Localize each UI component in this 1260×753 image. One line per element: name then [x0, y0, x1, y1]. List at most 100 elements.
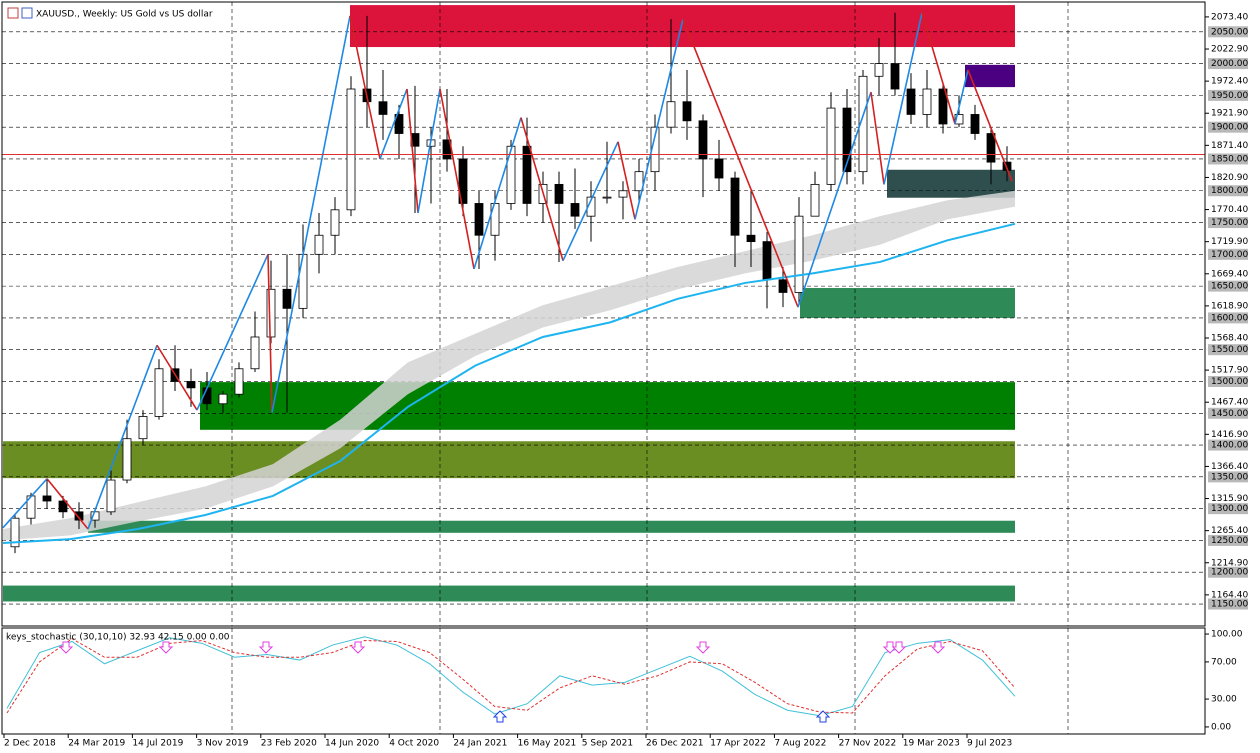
level-box	[1208, 534, 1248, 546]
y-tick-label: 1871.40	[1211, 141, 1248, 151]
y-tick-label: 1618.90	[1211, 301, 1248, 311]
candle-body	[794, 215, 804, 293]
signal-arrow	[891, 641, 907, 654]
y-tick-label: 2073.40	[1211, 12, 1248, 22]
level-label: 1350.00	[1211, 472, 1248, 482]
level-box	[1208, 375, 1248, 387]
zigzag-segment	[46, 478, 89, 530]
candle-body	[458, 158, 468, 204]
signal-arrow	[695, 641, 711, 654]
zone	[887, 169, 1015, 198]
y-tick-label: 1770.40	[1211, 205, 1248, 215]
candle-body	[602, 196, 612, 199]
x-tick-label: 3 Nov 2019	[197, 739, 249, 749]
zigzag-segment	[439, 88, 475, 270]
candle-body	[394, 114, 404, 134]
zone	[200, 382, 1015, 430]
y-tick-label: 1719.90	[1211, 237, 1248, 247]
candle-body	[938, 88, 948, 125]
level-box	[1208, 312, 1248, 324]
y-tick-label: 1921.90	[1211, 109, 1248, 119]
x-tick-label: 14 Jun 2020	[325, 739, 379, 749]
level-label: 1750.00	[1211, 218, 1248, 228]
candle-body	[922, 88, 932, 115]
candle-body	[234, 368, 244, 395]
y-tick-label: 1366.40	[1211, 462, 1248, 472]
x-tick-label: 14 Jul 2019	[132, 739, 183, 749]
candle-body	[250, 336, 260, 370]
zigzag-segment	[520, 117, 564, 261]
zigzag-segment	[883, 12, 923, 185]
x-tick-label: 16 May 2021	[518, 739, 577, 749]
zigzag-segment	[473, 117, 522, 270]
level-box	[1208, 439, 1248, 451]
level-box	[1208, 26, 1248, 38]
y-tick-label: 1265.40	[1211, 526, 1248, 536]
level-label: 2050.00	[1211, 27, 1248, 37]
y-tick-label: 1467.40	[1211, 398, 1248, 408]
candle-body	[970, 114, 980, 134]
level-box	[1208, 407, 1248, 419]
level-box	[1208, 248, 1248, 260]
zigzag-segment	[379, 88, 408, 160]
candle-body	[906, 88, 916, 115]
zone	[350, 5, 1015, 48]
zigzag-segment	[870, 92, 885, 185]
level-label: 1550.00	[1211, 345, 1248, 355]
level-label: 1300.00	[1211, 504, 1248, 514]
level-box	[1208, 153, 1248, 165]
zigzag-segment	[954, 69, 969, 125]
y-tick-label: 70.00	[1211, 657, 1237, 667]
signal-arrow	[930, 641, 946, 654]
y-tick-label: 1972.40	[1211, 77, 1248, 87]
level-label: 1900.00	[1211, 123, 1248, 133]
x-tick-label: 7 Aug 2022	[774, 739, 826, 749]
level-box	[1208, 58, 1248, 70]
y-tick-label: 1416.90	[1211, 430, 1248, 440]
candle-body	[506, 145, 516, 204]
zone	[3, 441, 1015, 479]
level-label: 1850.00	[1211, 154, 1248, 164]
level-label: 2000.00	[1211, 59, 1248, 69]
level-label: 1800.00	[1211, 186, 1248, 196]
candle-body	[954, 114, 964, 125]
candle-body	[666, 101, 676, 128]
y-tick-label: 30.00	[1211, 695, 1237, 705]
title-icons	[7, 7, 33, 19]
candle-body	[10, 517, 20, 548]
candle-body	[74, 511, 84, 521]
candle-body	[474, 203, 484, 236]
level-box	[1208, 89, 1248, 101]
y-tick-label: 0.00	[1211, 722, 1231, 732]
x-tick-label: 2 Dec 2018	[4, 739, 56, 749]
x-tick-label: 4 Oct 2020	[389, 739, 439, 749]
stochastic-line	[6, 638, 1016, 714]
y-tick-label: 1568.40	[1211, 333, 1248, 343]
level-box	[1208, 503, 1248, 515]
main-frame	[1, 1, 1206, 627]
level-label: 1500.00	[1211, 377, 1248, 387]
signal-arrow	[815, 710, 831, 723]
candle-body	[698, 120, 708, 160]
candle-body	[682, 101, 692, 122]
level-label: 1450.00	[1211, 409, 1248, 419]
stochastic-line	[6, 636, 1016, 717]
candle-body	[314, 234, 324, 255]
y-tick-label: 1517.90	[1211, 366, 1248, 376]
level-label: 1150.00	[1211, 600, 1248, 610]
y-tick-label: 1214.90	[1211, 558, 1248, 568]
level-box	[1208, 471, 1248, 483]
candle-body	[106, 479, 116, 513]
x-tick-label: 9 Jul 2023	[967, 739, 1012, 749]
candle-body	[618, 190, 628, 198]
candle-body	[874, 63, 884, 77]
indicator-title: keys_stochastic (30,10,10) 32.93 42.15 0…	[6, 633, 230, 643]
zigzag-segment	[2, 478, 48, 529]
zigzag-segment	[634, 18, 684, 220]
zigzag-segment	[406, 88, 419, 214]
y-tick-label: 1164.40	[1211, 590, 1248, 600]
candle-body	[378, 101, 388, 115]
signal-arrow	[158, 641, 174, 654]
candle-body	[298, 253, 308, 309]
zigzag-segment	[417, 88, 441, 214]
